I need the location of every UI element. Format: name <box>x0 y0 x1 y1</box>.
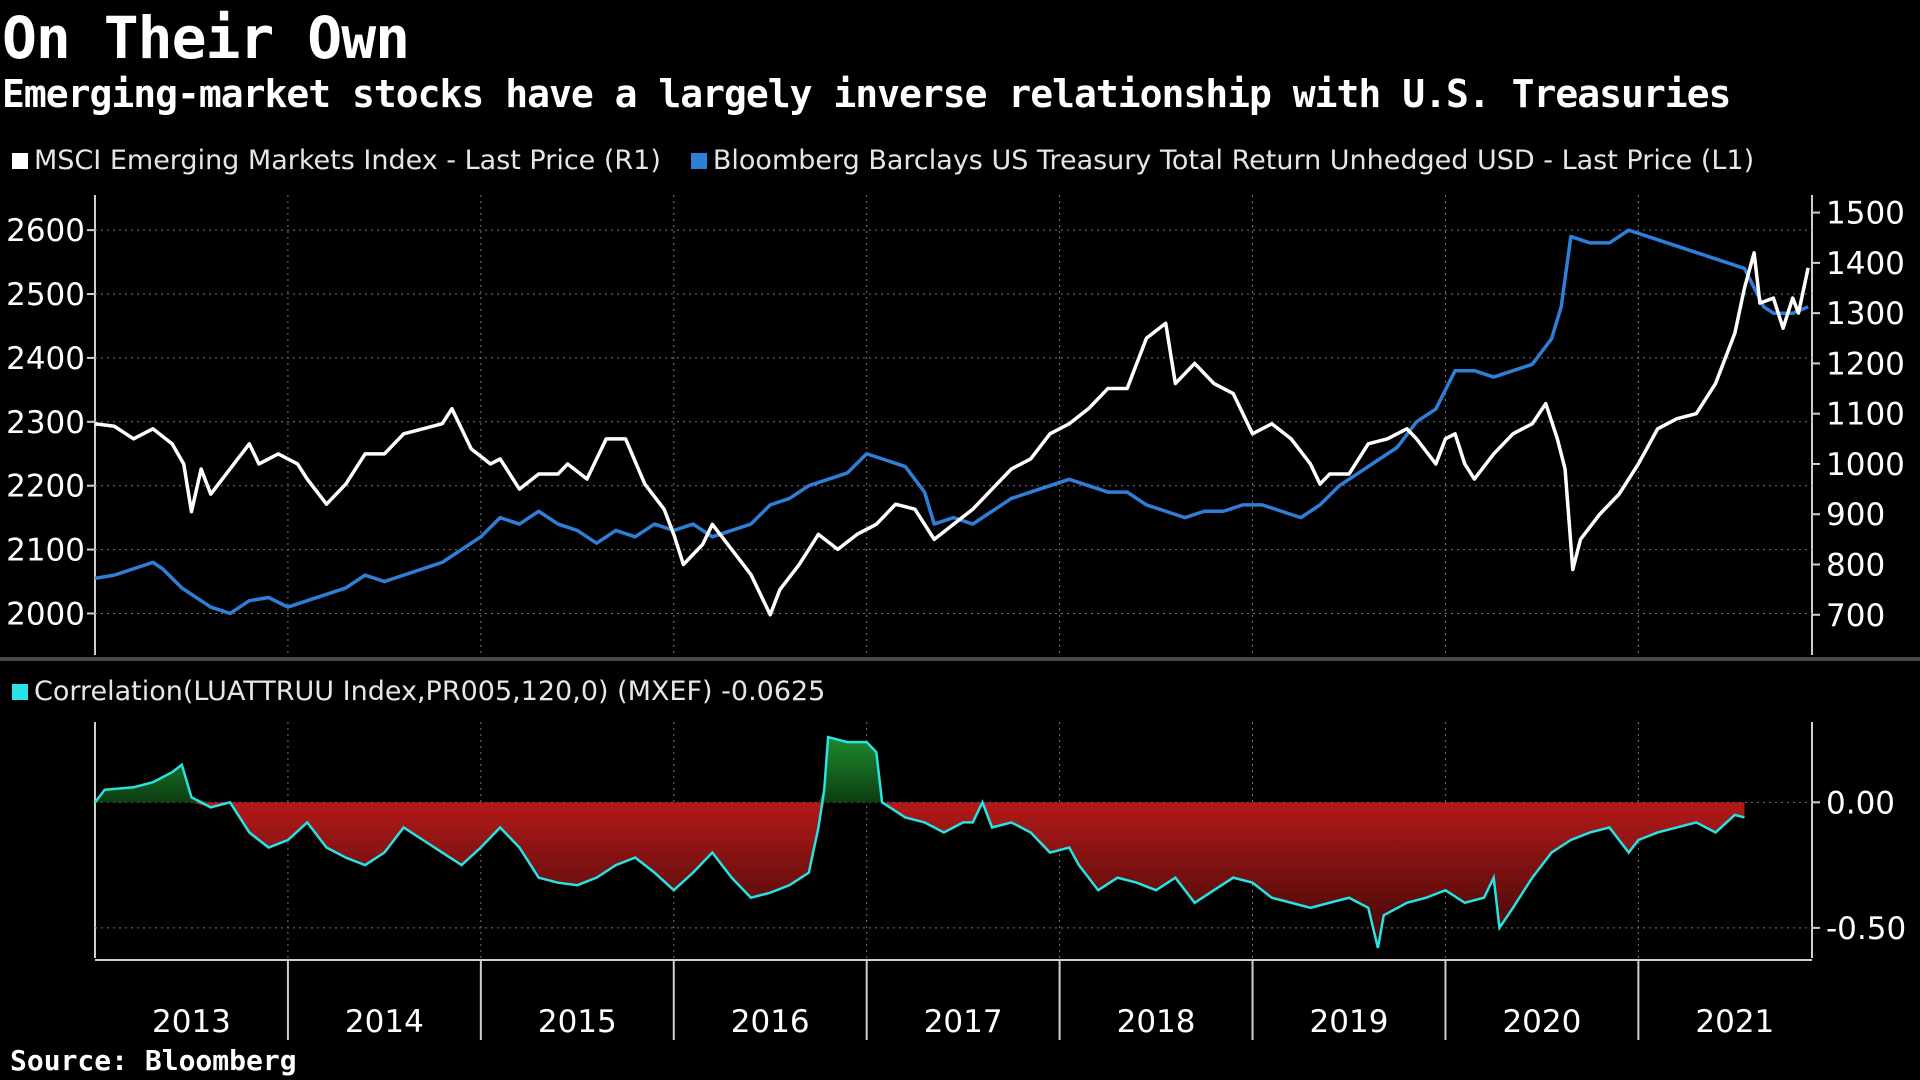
x-axis-year-label: 2014 <box>345 1004 424 1040</box>
x-axis-year-label: 2021 <box>1695 1004 1774 1040</box>
right-axis-tick-label: 800 <box>1826 548 1885 584</box>
left-axis-tick-label: 2500 <box>6 277 85 313</box>
x-axis-year-label: 2013 <box>152 1004 231 1040</box>
left-axis-tick-label: 2600 <box>6 213 85 249</box>
x-axis-year-label: 2018 <box>1117 1004 1196 1040</box>
chart-subtitle: Emerging-market stocks have a largely in… <box>2 72 1731 116</box>
corr-axis-tick-label: 0.00 <box>1826 785 1895 821</box>
correlation-negative-area <box>95 802 1745 948</box>
left-axis-tick-label: 2400 <box>6 341 85 377</box>
legend-msci-label: MSCI Emerging Markets Index - Last Price… <box>34 145 661 176</box>
right-axis-tick-label: 700 <box>1826 598 1885 634</box>
legend-treasury-label: Bloomberg Barclays US Treasury Total Ret… <box>712 145 1755 176</box>
treasury-series-line <box>94 228 1809 616</box>
right-axis-tick-label: 900 <box>1826 497 1885 533</box>
right-axis-tick-label: 1400 <box>1826 246 1905 282</box>
x-axis-year-label: 2016 <box>731 1004 810 1040</box>
chart-title: On Their Own <box>2 4 410 72</box>
right-axis-tick-label: 1200 <box>1826 346 1905 382</box>
right-axis-tick-label: 1000 <box>1826 447 1905 483</box>
right-axis-tick-label: 1500 <box>1826 196 1905 232</box>
bottom-legend: Correlation(LUATTRUU Index,PR005,120,0) … <box>12 676 825 707</box>
panel-separator <box>0 657 1920 661</box>
right-axis-tick-label: 1100 <box>1826 397 1905 433</box>
correlation-line <box>94 735 1745 949</box>
legend-treasury-swatch <box>690 152 707 169</box>
legend-correlation-label: Correlation(LUATTRUU Index,PR005,120,0) … <box>34 676 826 707</box>
source-note: Source: Bloomberg <box>10 1044 297 1077</box>
x-axis-year-label: 2019 <box>1310 1004 1389 1040</box>
legend-msci-swatch <box>12 152 28 169</box>
msci-series-line <box>94 251 1810 617</box>
legend-correlation-swatch <box>12 683 28 700</box>
x-axis-year-label: 2015 <box>538 1004 617 1040</box>
right-axis-tick-label: 1300 <box>1826 296 1905 332</box>
correlation-positive-area <box>95 737 1745 803</box>
left-axis-tick-label: 2000 <box>6 596 85 632</box>
top-legend: MSCI Emerging Markets Index - Last Price… <box>12 145 1754 176</box>
left-axis-tick-label: 2300 <box>6 405 85 441</box>
left-axis-tick-label: 2100 <box>6 533 85 569</box>
x-axis-year-label: 2020 <box>1502 1004 1581 1040</box>
x-axis-year-label: 2017 <box>924 1004 1003 1040</box>
left-axis-tick-label: 2200 <box>6 469 85 505</box>
corr-axis-tick-label: -0.50 <box>1826 911 1906 947</box>
